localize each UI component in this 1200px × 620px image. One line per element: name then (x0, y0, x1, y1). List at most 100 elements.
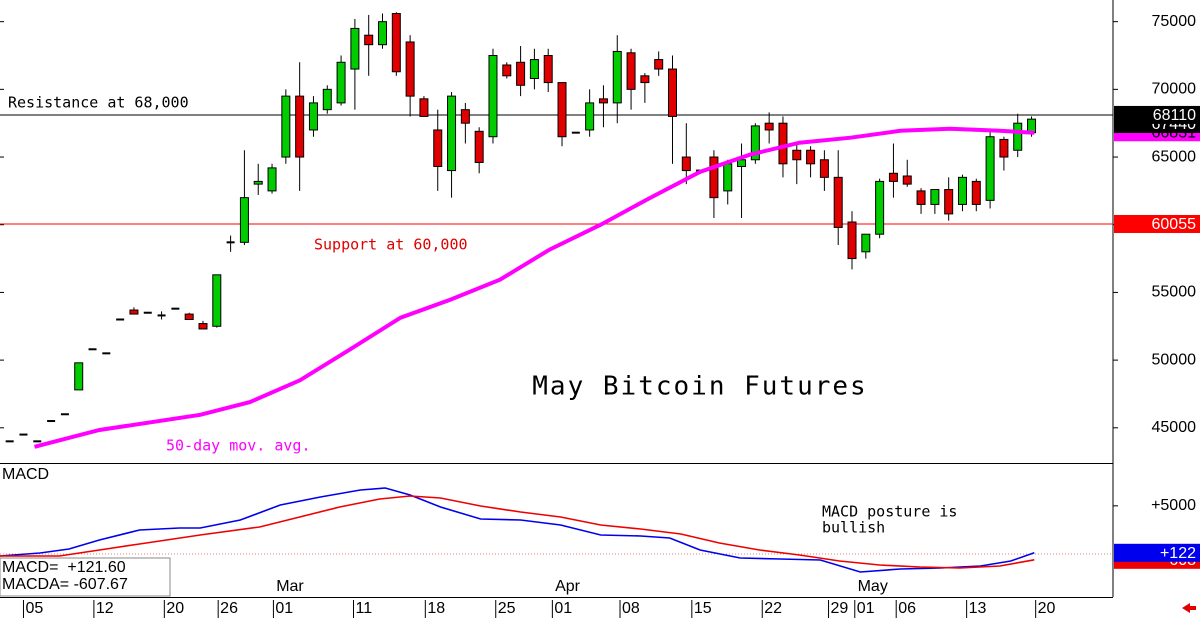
x-tick-label: 12 (96, 600, 114, 617)
candle-body (184, 313, 194, 320)
price-tag (1114, 543, 1200, 562)
annotation: MACD posture is (822, 503, 957, 521)
candle-body (364, 34, 374, 46)
price-tag-label: +122 (1160, 545, 1196, 562)
candle-body (488, 55, 498, 138)
candle-body (419, 98, 429, 117)
readout: MACDA= -607.67 (2, 576, 128, 593)
scroll-arrow[interactable] (1182, 603, 1196, 613)
x-tick-label: 05 (25, 600, 43, 617)
candle-body (253, 180, 263, 185)
candle-body (833, 176, 843, 228)
candle-body (626, 52, 636, 90)
candle-body (267, 167, 277, 192)
candle-body (750, 125, 760, 161)
candle-body (502, 64, 512, 77)
candle-body (474, 130, 484, 163)
macd-line (0, 487, 1035, 573)
price-tag (1114, 214, 1200, 233)
candle-body (212, 274, 222, 327)
x-tick-label: 01 (857, 600, 875, 617)
month-label: Mar (276, 578, 304, 595)
candle-body (985, 136, 995, 201)
candle-body (709, 156, 719, 199)
candle-body (308, 102, 318, 131)
candle-body (516, 61, 526, 86)
x-tick-label: 06 (898, 600, 916, 617)
candle-body (902, 175, 912, 185)
candle-body (930, 189, 940, 205)
chart-title: May Bitcoin Futures (532, 372, 867, 402)
candle-body (819, 159, 829, 178)
candle-body (1013, 122, 1023, 151)
y-tick-label: 45000 (1152, 419, 1197, 436)
price-tag-label: 60055 (1152, 216, 1197, 233)
moving-average (33, 126, 1035, 449)
month-label: Apr (555, 578, 581, 595)
candle-body (764, 122, 774, 131)
x-tick-label: 29 (831, 600, 849, 617)
panel-title: MACD (2, 466, 49, 483)
candle-body (888, 172, 898, 182)
y-tick-label: +5000 (1151, 497, 1196, 514)
x-tick-label: 22 (764, 600, 782, 617)
annotation: Resistance at 68,000 (8, 94, 189, 112)
candle-body (792, 149, 802, 161)
candle-body (806, 149, 816, 165)
x-tick-label: 01 (554, 600, 572, 617)
candle-body (281, 95, 291, 158)
candle-body (543, 55, 553, 84)
candle-body (447, 95, 457, 172)
x-tick-label: 26 (220, 600, 238, 617)
y-tick-label: 55000 (1152, 284, 1197, 301)
x-tick-label: 08 (622, 600, 640, 617)
x-tick-label: 11 (356, 600, 373, 617)
x-tick-label: 15 (694, 600, 712, 617)
candle-body (847, 221, 857, 260)
y-tick-label: 75000 (1152, 13, 1197, 30)
y-tick-label: 70000 (1152, 81, 1197, 98)
x-tick-label: 25 (498, 600, 516, 617)
candle-body (239, 197, 249, 243)
candle-body (667, 68, 677, 117)
candle-body (557, 82, 567, 138)
x-tick-label: 01 (275, 600, 293, 617)
readout-box (0, 557, 171, 597)
annotation: Support at 60,000 (314, 236, 468, 254)
candle-body (198, 323, 208, 330)
candle-body (916, 190, 926, 205)
candle-body (350, 27, 360, 70)
candle-body (585, 102, 595, 131)
y-tick-label: 65000 (1152, 148, 1197, 165)
candle-body (612, 50, 622, 104)
candle-body (295, 95, 305, 158)
annotation: 50-day mov. avg. (166, 437, 311, 455)
candle-body (460, 109, 470, 124)
candle-body (598, 98, 608, 104)
candle-body (640, 75, 650, 84)
x-tick-label: 20 (166, 600, 184, 617)
x-tick-label: 13 (969, 600, 987, 617)
candle-body (391, 13, 401, 73)
candle-body (999, 138, 1009, 158)
candle-body (957, 176, 967, 205)
y-tick-label: 50000 (1152, 351, 1197, 368)
annotation: bullish (822, 519, 885, 537)
candle-body (129, 309, 139, 315)
candle-body (971, 180, 981, 205)
candle-body (861, 233, 871, 253)
price-tag-label: 68110 (1153, 107, 1196, 124)
candle-body (654, 59, 664, 70)
candle-body (875, 180, 885, 235)
candle-body (529, 59, 539, 80)
candle-body (336, 61, 346, 104)
candle-body (737, 159, 747, 168)
readout: MACD= +121.60 (2, 559, 126, 576)
candle-body (74, 362, 84, 391)
candle-body (723, 163, 733, 192)
candle-body (322, 88, 332, 111)
price-tag (1114, 105, 1200, 124)
macd-line (0, 495, 1035, 569)
x-tick-label: 18 (427, 600, 445, 617)
